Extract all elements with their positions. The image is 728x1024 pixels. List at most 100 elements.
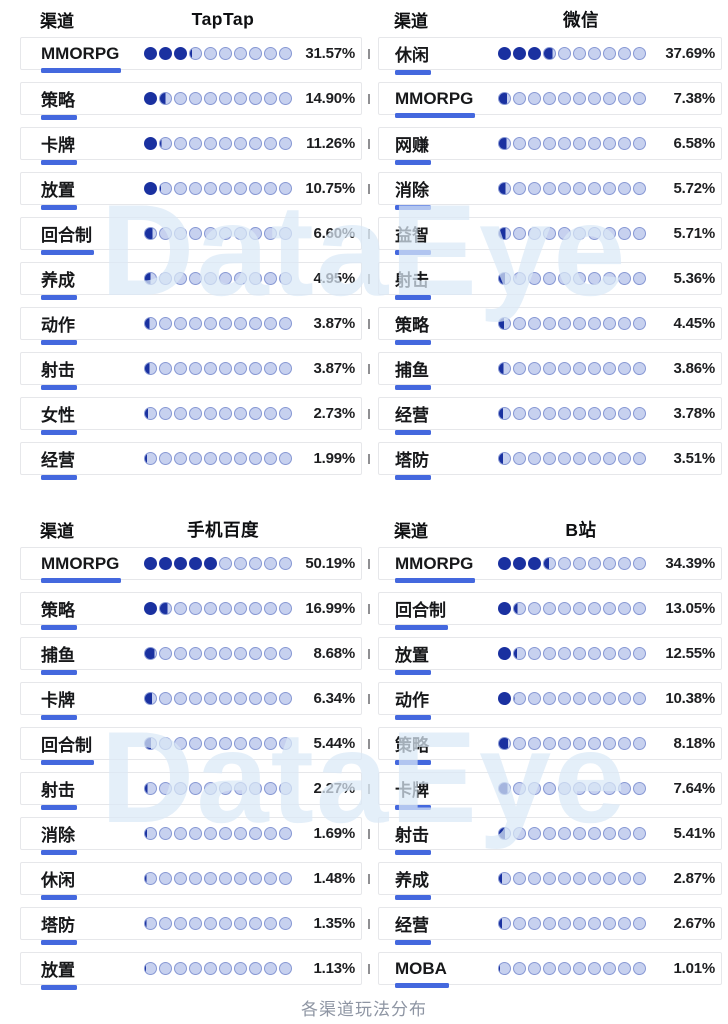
dot-empty-icon: [173, 646, 188, 661]
dot-empty-icon: [527, 961, 542, 976]
dot-empty-icon: [617, 691, 632, 706]
genre-label-box: 消除: [395, 176, 498, 210]
genre-row: 休闲 1.48%: [20, 862, 362, 900]
dot-empty-icon: [602, 961, 617, 976]
dot-empty-icon: [557, 916, 572, 931]
genre-label: MOBA: [395, 958, 449, 988]
dot-empty-icon: [158, 691, 173, 706]
percentage-value: 4.45%: [673, 315, 715, 332]
genre-label: 塔防: [41, 911, 77, 945]
genre-row: 策略 4.45%: [378, 307, 722, 345]
dot-empty-icon: [557, 556, 572, 571]
dot-empty-icon: [218, 316, 233, 331]
dot-empty-icon: [278, 406, 293, 421]
percentage-value: 3.86%: [673, 360, 715, 377]
genre-row: 射击 5.36%: [378, 262, 722, 300]
dot-empty-icon: [617, 826, 632, 841]
genre-row: 经营 3.78%: [378, 397, 722, 435]
genre-row: 消除 1.69%: [20, 817, 362, 855]
genre-row: 捕鱼 3.86%: [378, 352, 722, 390]
dot-empty-icon: [557, 271, 572, 286]
dot-empty-icon: [587, 406, 602, 421]
dot-empty-icon: [203, 871, 218, 886]
dot-empty-icon: [173, 226, 188, 241]
dot-empty-icon: [512, 361, 527, 376]
dot-empty-icon: [188, 736, 203, 751]
column-header-channel: 渠道: [394, 11, 428, 31]
dot-empty-icon: [512, 826, 527, 841]
dot-empty-icon: [203, 181, 218, 196]
dot-empty-icon: [263, 181, 278, 196]
genre-row: 卡牌 6.34%: [20, 682, 362, 720]
dot-empty-icon: [278, 271, 293, 286]
dot-empty-icon: [542, 916, 557, 931]
genre-label-box: 策略: [395, 311, 498, 345]
dot-empty-icon: [602, 736, 617, 751]
channel-panel-B站: 渠道 B站 MMORPG 34.39% 回合制 13.05% 放置 12.55% 动作 10.38…: [378, 516, 722, 997]
channel-title: 微信: [563, 9, 599, 30]
top-chart-section: 渠道 TapTap MMORPG 31.57% 策略 14.90% 卡牌 11.26% 放置 10…: [0, 6, 728, 487]
dot-partial-icon: [188, 46, 203, 61]
dot-meter: [144, 451, 294, 466]
dot-empty-icon: [188, 961, 203, 976]
dot-empty-icon: [527, 181, 542, 196]
dot-empty-icon: [188, 691, 203, 706]
dot-empty-icon: [527, 826, 542, 841]
dot-empty-icon: [527, 646, 542, 661]
dot-empty-icon: [263, 916, 278, 931]
dot-empty-icon: [278, 181, 293, 196]
dot-empty-icon: [218, 226, 233, 241]
dot-meter: [144, 691, 294, 706]
dot-empty-icon: [233, 406, 248, 421]
dot-meter: [498, 871, 648, 886]
dot-empty-icon: [218, 601, 233, 616]
genre-label-box: 塔防: [395, 446, 498, 480]
dot-empty-icon: [173, 361, 188, 376]
dot-empty-icon: [173, 961, 188, 976]
dot-empty-icon: [263, 316, 278, 331]
dot-empty-icon: [572, 46, 587, 61]
dot-empty-icon: [632, 271, 647, 286]
percentage-value: 5.71%: [673, 225, 715, 242]
dot-empty-icon: [542, 406, 557, 421]
dot-empty-icon: [188, 781, 203, 796]
dot-empty-icon: [233, 916, 248, 931]
dot-partial-icon: [498, 826, 512, 841]
dot-partial-icon: [144, 271, 158, 286]
dot-empty-icon: [572, 601, 587, 616]
dot-partial-icon: [542, 556, 557, 571]
genre-row: 回合制 5.44%: [20, 727, 362, 765]
dot-empty-icon: [158, 406, 173, 421]
dot-empty-icon: [218, 451, 233, 466]
genre-row: 捕鱼 8.68%: [20, 637, 362, 675]
genre-label: 动作: [41, 311, 77, 345]
dot-empty-icon: [617, 181, 632, 196]
channel-title: 手机百度: [187, 519, 259, 540]
dot-meter: [498, 916, 648, 931]
percentage-value: 4.95%: [313, 270, 355, 287]
percentage-value: 6.58%: [673, 135, 715, 152]
dot-empty-icon: [263, 556, 278, 571]
genre-label-box: MMORPG: [41, 44, 144, 73]
genre-label-box: 女性: [41, 401, 144, 435]
dot-empty-icon: [233, 91, 248, 106]
dot-empty-icon: [188, 181, 203, 196]
dot-empty-icon: [173, 136, 188, 151]
dot-empty-icon: [587, 451, 602, 466]
dot-partial-icon: [144, 781, 158, 796]
dot-empty-icon: [233, 46, 248, 61]
genre-label: 射击: [395, 266, 431, 300]
dot-empty-icon: [512, 91, 527, 106]
dot-empty-icon: [617, 556, 632, 571]
dot-empty-icon: [527, 916, 542, 931]
dot-empty-icon: [527, 361, 542, 376]
percentage-value: 37.69%: [665, 45, 715, 62]
dot-meter: [144, 646, 294, 661]
dot-empty-icon: [527, 736, 542, 751]
dot-empty-icon: [617, 136, 632, 151]
dot-empty-icon: [263, 691, 278, 706]
genre-label: 策略: [41, 596, 77, 630]
dot-empty-icon: [617, 91, 632, 106]
dot-partial-icon: [498, 361, 512, 376]
dot-filled-icon: [498, 601, 512, 616]
